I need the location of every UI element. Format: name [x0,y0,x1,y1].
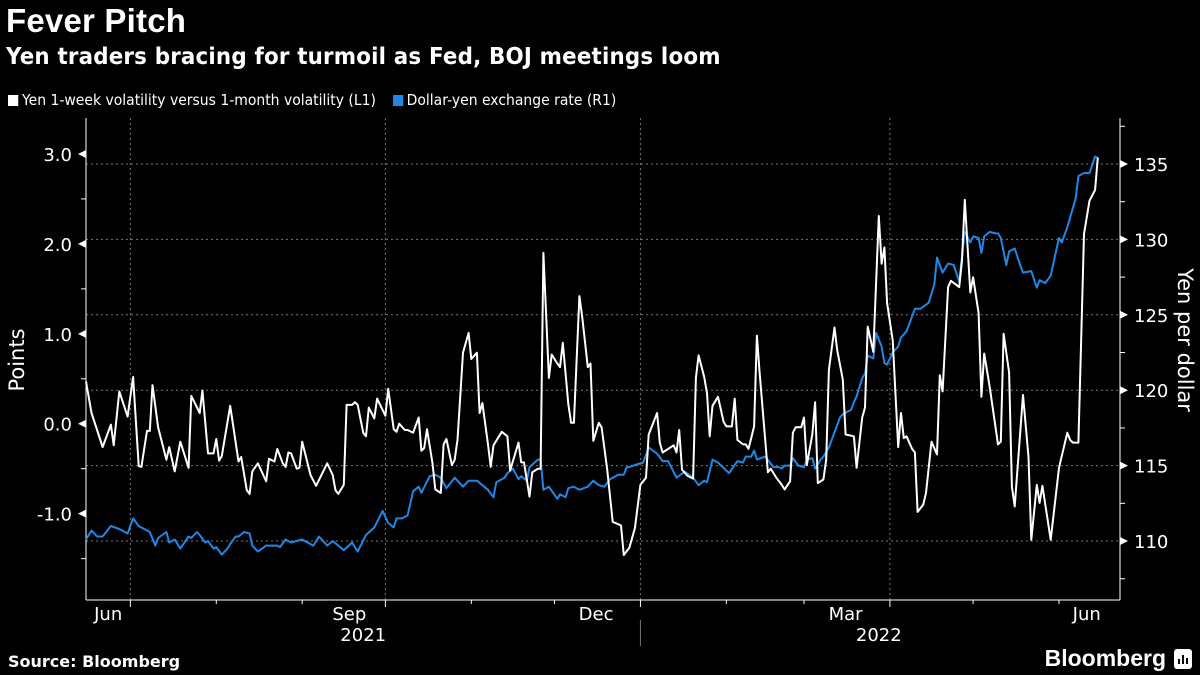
y2-tick-label: 135 [1134,155,1168,176]
x-tick-label: Dec [579,604,614,625]
axes: 135 130 125 120 115 110 3.0 2.0 1.0 0.0 -1.0 Jun Sep… [37,118,1168,646]
series-lines [85,155,1099,556]
y2-tick-mark [1120,310,1128,319]
legend-item-volatility: Yen 1-week volatility versus 1-month vol… [8,91,376,109]
gridlines [86,118,1120,600]
series-line-dollar-yen [85,155,1099,556]
y2-tick-label: 130 [1134,230,1168,251]
logo-text: Bloomberg [1044,645,1166,671]
y2-tick-mark [1120,537,1128,546]
source-note: Source: Bloomberg [8,652,181,671]
y-tick-label: 1.0 [43,325,72,346]
chart-subtitle: Yen traders bracing for turmoil as Fed, … [6,44,721,70]
y2-tick-mark [1120,386,1128,395]
y2-tick-label: 120 [1134,381,1168,402]
y2-tick-mark [1120,235,1128,244]
legend-label: Yen 1-week volatility versus 1-month vol… [21,91,376,109]
legend-label: Dollar-yen exchange rate (R1) [406,91,617,109]
y-axis-title-left: Points [5,328,29,391]
x-tick-label: Jun [93,604,122,625]
y2-tick-label: 110 [1134,532,1168,553]
y-tick-mark [78,329,86,338]
y-axis-title-right: Yen per dollar [1173,267,1197,412]
y-tick-mark [78,509,86,518]
y-tick-label: 0.0 [43,415,72,436]
x-year-label: 2021 [340,625,386,646]
x-year-label: 2022 [856,625,902,646]
bloomberg-logo: Bloomberg [1045,645,1192,672]
legend: Yen 1-week volatility versus 1-month vol… [8,91,616,109]
y-tick-label: 3.0 [43,145,72,166]
x-tick-label: Mar [829,604,864,625]
y-tick-label: 2.0 [43,235,72,256]
y2-tick-label: 115 [1134,457,1168,478]
bloomberg-chart-icon [1174,648,1192,669]
legend-swatch-white [8,94,19,106]
y2-tick-label: 125 [1134,306,1168,327]
series-line-volatility [85,157,1099,556]
y-tick-mark [78,239,86,248]
y2-tick-mark [1120,159,1128,168]
y-tick-label: -1.0 [37,505,72,526]
legend-swatch-blue [392,94,403,106]
x-tick-label: Jun [1072,604,1101,625]
y-tick-mark [78,149,86,158]
legend-item-dollar-yen: Dollar-yen exchange rate (R1) [392,91,617,109]
y2-tick-mark [1120,461,1128,470]
chart-title: Fever Pitch [6,2,187,39]
y-tick-mark [78,419,86,428]
x-tick-label: Sep [332,604,366,625]
